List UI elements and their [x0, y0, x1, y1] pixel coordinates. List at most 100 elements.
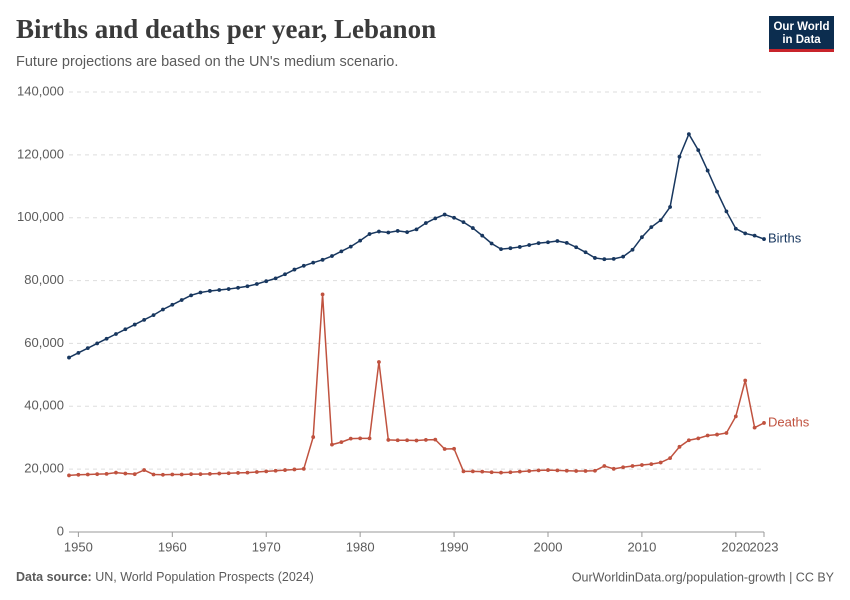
point [508, 246, 513, 251]
point [207, 289, 212, 293]
point [461, 220, 466, 225]
point [358, 238, 363, 243]
point [198, 472, 203, 477]
point [461, 469, 466, 474]
point [762, 237, 766, 241]
point [649, 225, 654, 230]
point [658, 460, 663, 465]
source: Data source: UN, World Population Prospe… [16, 570, 314, 584]
y-tick-label: 100,000 [17, 209, 64, 224]
point [264, 469, 269, 474]
point [104, 471, 109, 476]
point [489, 241, 494, 246]
logo-text: in Data [782, 34, 821, 46]
point [367, 232, 372, 236]
logo-box[interactable] [769, 16, 834, 52]
x-tick-label: 1990 [440, 539, 469, 554]
point [640, 463, 644, 467]
point [470, 226, 475, 230]
point [301, 263, 306, 268]
point [414, 438, 419, 443]
point [621, 465, 626, 470]
series-line [68, 132, 765, 359]
point [733, 226, 738, 231]
point [499, 247, 503, 252]
x-tick-label: 1970 [252, 539, 281, 554]
point [367, 436, 372, 441]
point [752, 425, 757, 430]
source-label: Data source: [16, 570, 92, 584]
point [273, 468, 278, 473]
point [583, 250, 588, 255]
point [743, 378, 748, 383]
point [452, 446, 456, 451]
point [686, 438, 691, 443]
point [377, 229, 381, 234]
point [330, 442, 334, 447]
point [142, 468, 147, 472]
point [733, 414, 738, 419]
point [668, 205, 672, 209]
url[interactable]: OurWorldinData.org/population-growth | C… [572, 570, 835, 584]
point [583, 469, 588, 473]
point [499, 470, 503, 475]
point [114, 470, 118, 475]
point [536, 468, 541, 473]
y-tick-label: 120,000 [17, 146, 64, 161]
x-tick-label: 2000 [534, 539, 563, 554]
point [254, 282, 259, 286]
point [668, 456, 672, 461]
point [386, 438, 391, 442]
series-label: Deaths [768, 414, 810, 429]
point [320, 257, 325, 262]
point [170, 472, 175, 477]
point [677, 154, 682, 159]
point [593, 256, 597, 260]
point [161, 307, 165, 312]
x-tick-label: 2023 [750, 539, 779, 554]
point [151, 313, 156, 318]
point [95, 472, 100, 477]
point [715, 189, 719, 194]
point [123, 327, 128, 332]
point [179, 472, 184, 477]
point [423, 221, 428, 225]
point [621, 254, 626, 259]
logo-text: Our World [773, 21, 829, 33]
chart-title: Births and deaths per year, Lebanon [16, 14, 436, 44]
point [508, 470, 513, 475]
x-tick-label: 2010 [627, 539, 656, 554]
point [132, 322, 137, 327]
point [67, 355, 71, 360]
point [724, 431, 729, 435]
point [555, 468, 560, 473]
y-tick-label: 0 [57, 523, 64, 538]
point [339, 249, 344, 254]
point [348, 244, 353, 249]
point [433, 437, 438, 442]
point [114, 332, 118, 336]
point [442, 212, 447, 217]
point [301, 466, 306, 471]
point [217, 471, 222, 476]
point [480, 233, 485, 238]
point [179, 298, 184, 302]
point [574, 469, 579, 473]
point [696, 148, 701, 153]
point [452, 215, 456, 220]
point [480, 469, 485, 474]
point [433, 216, 438, 221]
point [104, 336, 109, 341]
point [217, 288, 222, 292]
point [254, 470, 259, 474]
y-tick-label: 140,000 [17, 83, 64, 98]
point [470, 469, 475, 474]
point [546, 468, 550, 472]
point [198, 290, 203, 295]
point [405, 230, 410, 235]
point [226, 287, 231, 291]
series-label: Births [768, 231, 802, 246]
point [611, 466, 616, 471]
point [283, 468, 287, 472]
point [142, 317, 147, 322]
